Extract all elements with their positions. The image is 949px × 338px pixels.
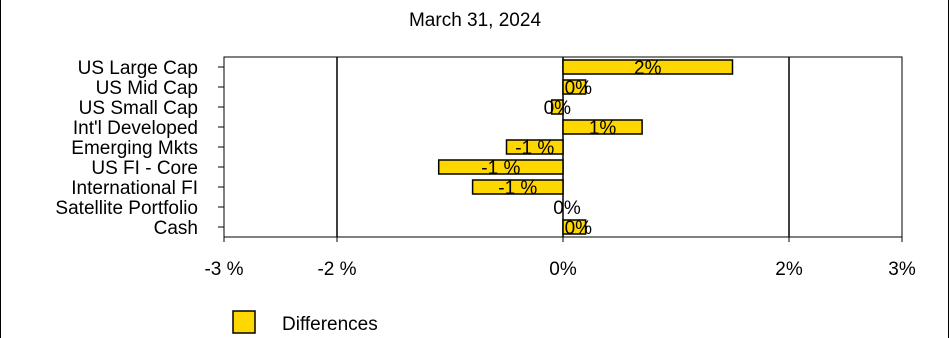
category-label: Cash xyxy=(154,218,198,239)
bars xyxy=(437,59,734,235)
bar xyxy=(471,179,564,195)
legend: Differences xyxy=(232,310,378,335)
bar xyxy=(550,99,564,115)
bar xyxy=(505,139,564,155)
category-label: Int'l Developed xyxy=(73,118,198,139)
data-label: 2% xyxy=(634,58,662,79)
data-label: 0% xyxy=(565,218,593,239)
data-label: -1 % xyxy=(515,138,554,159)
category-label: US FI - Core xyxy=(91,158,198,179)
legend-label: Differences xyxy=(282,314,378,335)
data-label: 1% xyxy=(589,118,617,139)
chart-title: March 31, 2024 xyxy=(409,10,541,31)
category-label: Satellite Portfolio xyxy=(55,198,198,219)
bar xyxy=(437,159,564,175)
x-axis-ticks: -3 % -2 % 0% 2% 3% xyxy=(204,237,916,280)
data-label: -1 % xyxy=(498,178,537,199)
category-label: US Mid Cap xyxy=(96,78,198,99)
category-label: International FI xyxy=(71,178,198,199)
x-tick-label: 2% xyxy=(775,259,803,280)
legend-swatch xyxy=(232,310,256,334)
category-label: US Large Cap xyxy=(78,58,198,79)
x-tick-label: -3 % xyxy=(204,259,243,280)
data-label: 0% xyxy=(544,98,572,119)
bar xyxy=(562,219,587,235)
category-label: Emerging Mkts xyxy=(71,138,198,159)
bar xyxy=(562,59,734,75)
data-label: 0% xyxy=(553,198,581,219)
data-label: -1 % xyxy=(481,158,520,179)
data-labels: 2%0%0%1%-1 %-1 %-1 %0%0% xyxy=(481,58,661,239)
bar xyxy=(562,119,643,135)
data-label: 0% xyxy=(565,78,593,99)
x-tick-label: -2 % xyxy=(317,259,356,280)
bar xyxy=(562,79,587,95)
category-label: US Small Cap xyxy=(79,98,198,119)
x-tick-label: 3% xyxy=(888,259,916,280)
x-tick-label: 0% xyxy=(549,259,577,280)
